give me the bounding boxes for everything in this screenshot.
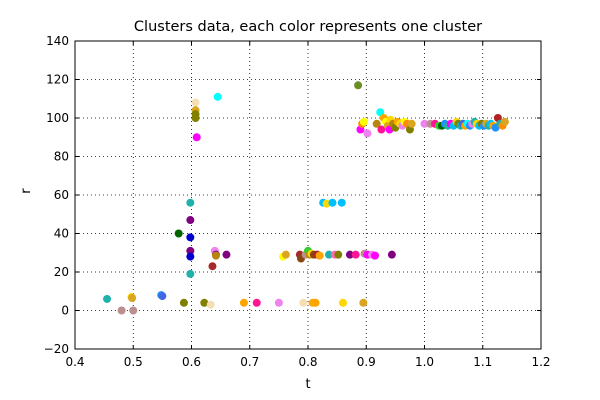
- x-tick-label: 0.7: [240, 355, 259, 369]
- data-point: [311, 298, 320, 307]
- data-point: [191, 114, 200, 122]
- data-point: [337, 198, 346, 207]
- data-point: [117, 306, 126, 315]
- data-point: [372, 119, 381, 128]
- data-point: [324, 250, 333, 259]
- data-point: [345, 250, 354, 259]
- data-point: [420, 119, 429, 128]
- data-point: [281, 250, 290, 259]
- data-point: [299, 298, 308, 307]
- data-point: [186, 269, 195, 278]
- data-point: [363, 129, 372, 138]
- y-tick-label: 20: [54, 265, 69, 279]
- y-tick-label: 40: [54, 227, 69, 241]
- y-axis-label: r: [19, 188, 34, 194]
- data-point: [208, 262, 217, 271]
- data-point: [186, 198, 195, 207]
- data-point: [186, 216, 195, 225]
- x-axis-label: t: [305, 377, 310, 392]
- y-tick-label: −20: [44, 342, 69, 356]
- y-tick-label: 120: [46, 73, 69, 87]
- x-tick-label: 0.9: [357, 355, 376, 369]
- x-tick-labels: 0.4 0.5 0.6 0.7 0.8 0.9 1.0 1.1 1.2: [65, 355, 550, 369]
- data-point: [252, 298, 261, 307]
- y-tick-label: 60: [54, 188, 69, 202]
- data-point: [158, 292, 167, 301]
- data-point: [128, 293, 137, 302]
- data-point: [103, 294, 112, 303]
- data-point: [191, 98, 200, 107]
- data-point: [192, 133, 201, 142]
- data-point: [376, 108, 385, 117]
- data-point: [370, 251, 379, 260]
- axis-ticks: [74, 40, 542, 350]
- y-tick-label: 140: [46, 34, 69, 48]
- data-point: [334, 250, 343, 259]
- x-tick-label: 1.2: [531, 355, 550, 369]
- data-point: [239, 298, 248, 307]
- data-point: [179, 298, 188, 307]
- x-tick-label: 0.8: [298, 355, 317, 369]
- data-point: [500, 117, 509, 126]
- data-point: [359, 298, 368, 307]
- y-tick-labels: −20 0 20 40 60 80 100 120 140: [44, 34, 69, 356]
- data-point: [315, 251, 324, 260]
- x-tick-label: 0.4: [65, 355, 84, 369]
- data-point: [359, 117, 368, 126]
- data-point: [200, 298, 209, 307]
- data-point: [211, 251, 220, 260]
- data-point: [129, 306, 138, 315]
- data-point: [213, 92, 222, 101]
- data-point: [206, 300, 215, 309]
- chart-title: Clusters data, each color represents one…: [134, 19, 482, 35]
- data-point: [377, 125, 386, 134]
- y-tick-label: 0: [61, 304, 69, 318]
- data-point: [407, 119, 416, 128]
- data-point: [328, 198, 337, 207]
- x-tick-label: 1.1: [473, 355, 492, 369]
- data-point: [338, 298, 347, 307]
- y-tick-label: 100: [46, 111, 69, 125]
- y-tick-label: 80: [54, 150, 69, 164]
- x-tick-label: 0.5: [124, 355, 143, 369]
- data-point: [174, 229, 183, 238]
- data-point: [222, 250, 231, 259]
- data-point: [186, 252, 195, 261]
- data-point: [186, 233, 195, 242]
- grid-lines: [75, 41, 541, 349]
- data-points: [103, 81, 509, 315]
- data-point: [354, 81, 363, 90]
- data-point: [387, 250, 396, 259]
- x-tick-label: 1.0: [415, 355, 434, 369]
- data-point: [351, 250, 360, 259]
- data-point: [274, 298, 283, 307]
- data-point: [186, 246, 195, 255]
- x-tick-label: 0.6: [182, 355, 201, 369]
